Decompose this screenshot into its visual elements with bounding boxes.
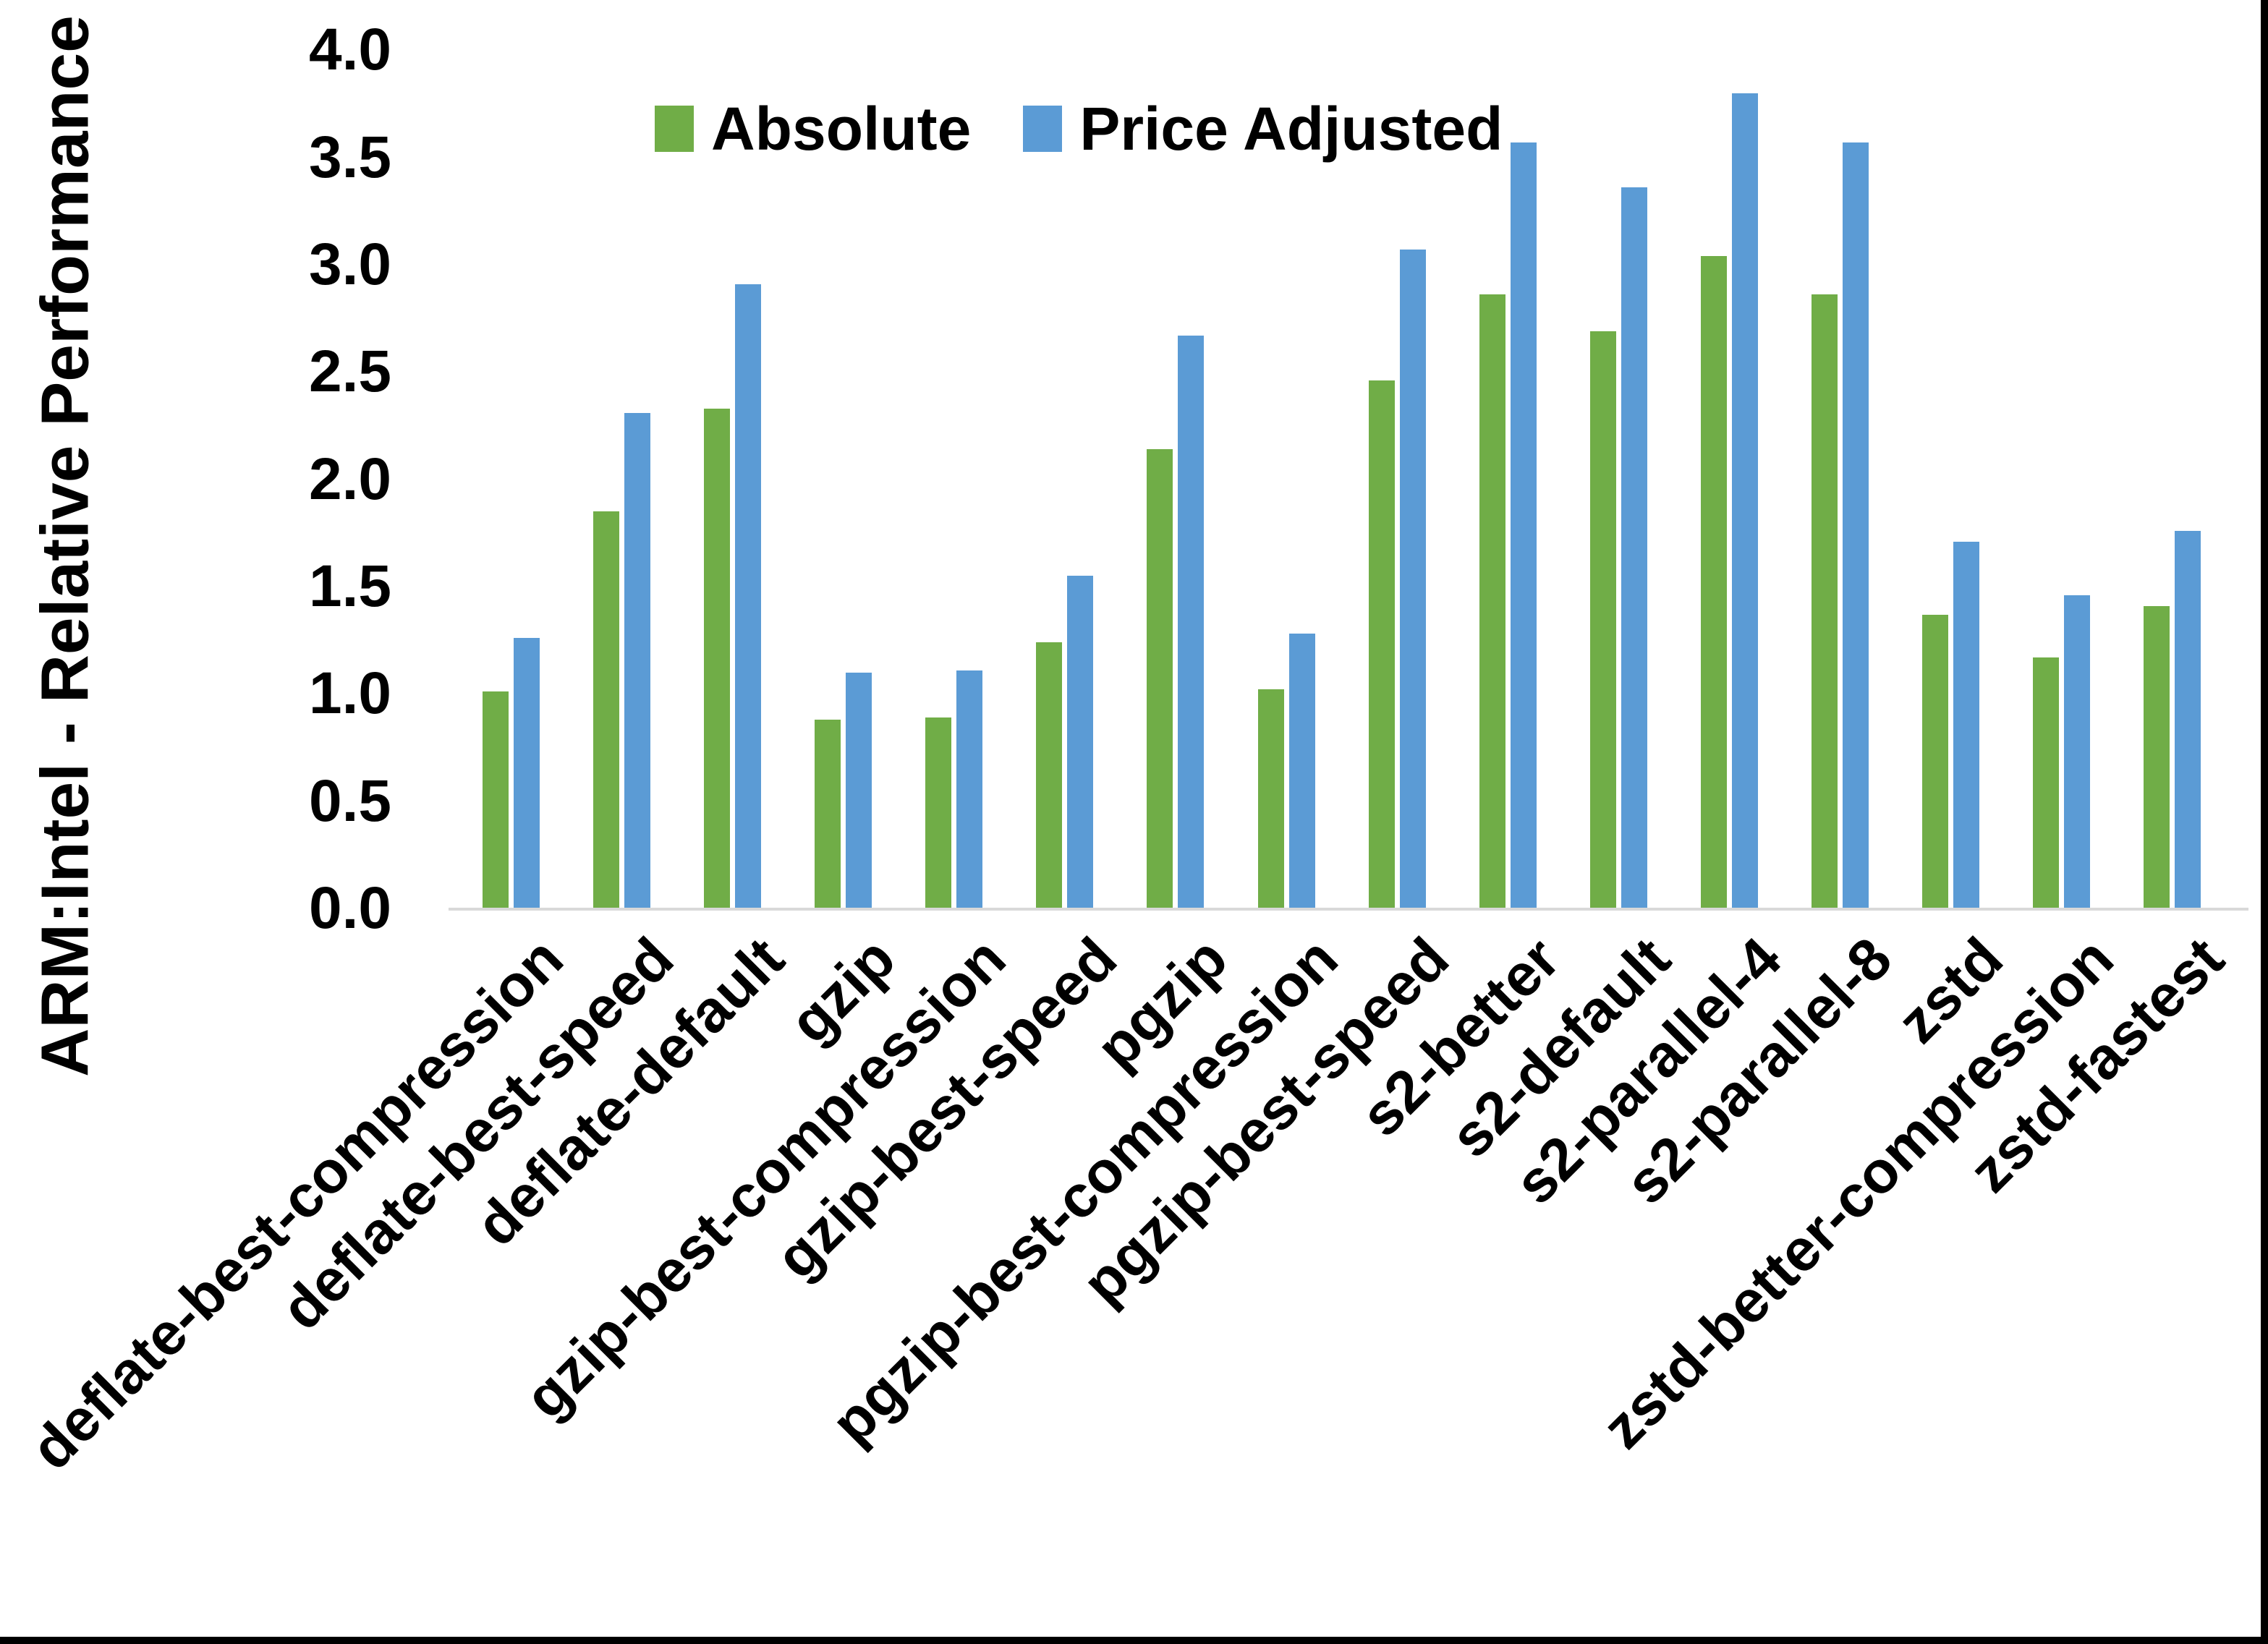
bar-absolute-pgzip bbox=[1147, 449, 1173, 908]
bar-absolute-pgzip-best-compression bbox=[1257, 689, 1284, 908]
bar-price-adjusted-s2-default bbox=[1621, 187, 1647, 908]
y-tick-label-3.0: 3.0 bbox=[309, 231, 391, 297]
y-tick-label-0.5: 0.5 bbox=[309, 767, 391, 834]
bar-absolute-s2-parallel-8 bbox=[1811, 294, 1838, 908]
bar-price-adjusted-zstd-better-compression bbox=[2064, 595, 2091, 908]
bar-price-adjusted-zstd-fastest bbox=[2175, 530, 2201, 908]
legend-item-price-adjusted: Price Adjusted bbox=[1023, 98, 1503, 159]
bar-price-adjusted-gzip-best-compression bbox=[956, 670, 983, 908]
legend-swatch-absolute bbox=[655, 106, 694, 152]
bar-absolute-zstd-fastest bbox=[2144, 605, 2170, 908]
bar-price-adjusted-deflate-best-compression bbox=[514, 638, 540, 908]
bar-price-adjusted-s2-parallel-8 bbox=[1842, 142, 1869, 908]
legend-item-absolute: Absolute bbox=[655, 98, 971, 159]
y-axis-title: ARM:Intel - Relative Performance bbox=[27, 15, 103, 1077]
legend: Absolute Price Adjusted bbox=[655, 98, 1503, 159]
bar-price-adjusted-deflate-default bbox=[735, 284, 762, 908]
x-axis-line bbox=[449, 908, 2248, 911]
legend-label-price-adjusted: Price Adjusted bbox=[1079, 95, 1503, 163]
legend-label-absolute: Absolute bbox=[711, 95, 972, 163]
bar-absolute-s2-parallel-4 bbox=[1700, 256, 1727, 908]
bar-absolute-gzip-best-compression bbox=[925, 717, 952, 908]
bar-absolute-zstd-better-compression bbox=[2033, 657, 2060, 908]
window-border-bottom bbox=[0, 1637, 2268, 1644]
bar-absolute-zstd bbox=[1922, 614, 1949, 908]
y-tick-label-0.0: 0.0 bbox=[309, 875, 391, 941]
y-tick-label-4.0: 4.0 bbox=[309, 17, 391, 83]
bar-price-adjusted-zstd bbox=[1953, 541, 1980, 908]
legend-swatch-price-adjusted bbox=[1023, 106, 1063, 152]
bar-price-adjusted-s2-better bbox=[1510, 142, 1537, 908]
window-border-right bbox=[2261, 0, 2268, 1644]
bar-absolute-gzip bbox=[815, 719, 841, 908]
bar-price-adjusted-pgzip-best-compression bbox=[1288, 634, 1315, 908]
bar-absolute-deflate-default bbox=[704, 408, 731, 908]
y-tick-label-1.0: 1.0 bbox=[309, 660, 391, 727]
bar-price-adjusted-deflate-best-speed bbox=[624, 412, 651, 908]
bar-price-adjusted-pgzip bbox=[1178, 335, 1205, 908]
y-tick-label-2.0: 2.0 bbox=[309, 446, 391, 512]
bar-price-adjusted-gzip-best-speed bbox=[1067, 576, 1094, 908]
bar-absolute-s2-default bbox=[1589, 331, 1616, 908]
y-tick-label-3.5: 3.5 bbox=[309, 124, 391, 190]
y-tick-label-1.5: 1.5 bbox=[309, 553, 391, 619]
bar-absolute-gzip-best-speed bbox=[1036, 642, 1063, 908]
bar-absolute-deflate-best-compression bbox=[483, 691, 509, 908]
bar-price-adjusted-s2-parallel-4 bbox=[1731, 93, 1758, 908]
y-tick-label-2.5: 2.5 bbox=[309, 338, 391, 405]
bar-price-adjusted-gzip bbox=[846, 672, 872, 908]
bar-price-adjusted-pgzip-best-speed bbox=[1399, 250, 1426, 908]
bar-absolute-s2-better bbox=[1479, 294, 1505, 908]
bar-absolute-deflate-best-speed bbox=[593, 511, 620, 908]
bar-absolute-pgzip-best-speed bbox=[1368, 380, 1395, 908]
